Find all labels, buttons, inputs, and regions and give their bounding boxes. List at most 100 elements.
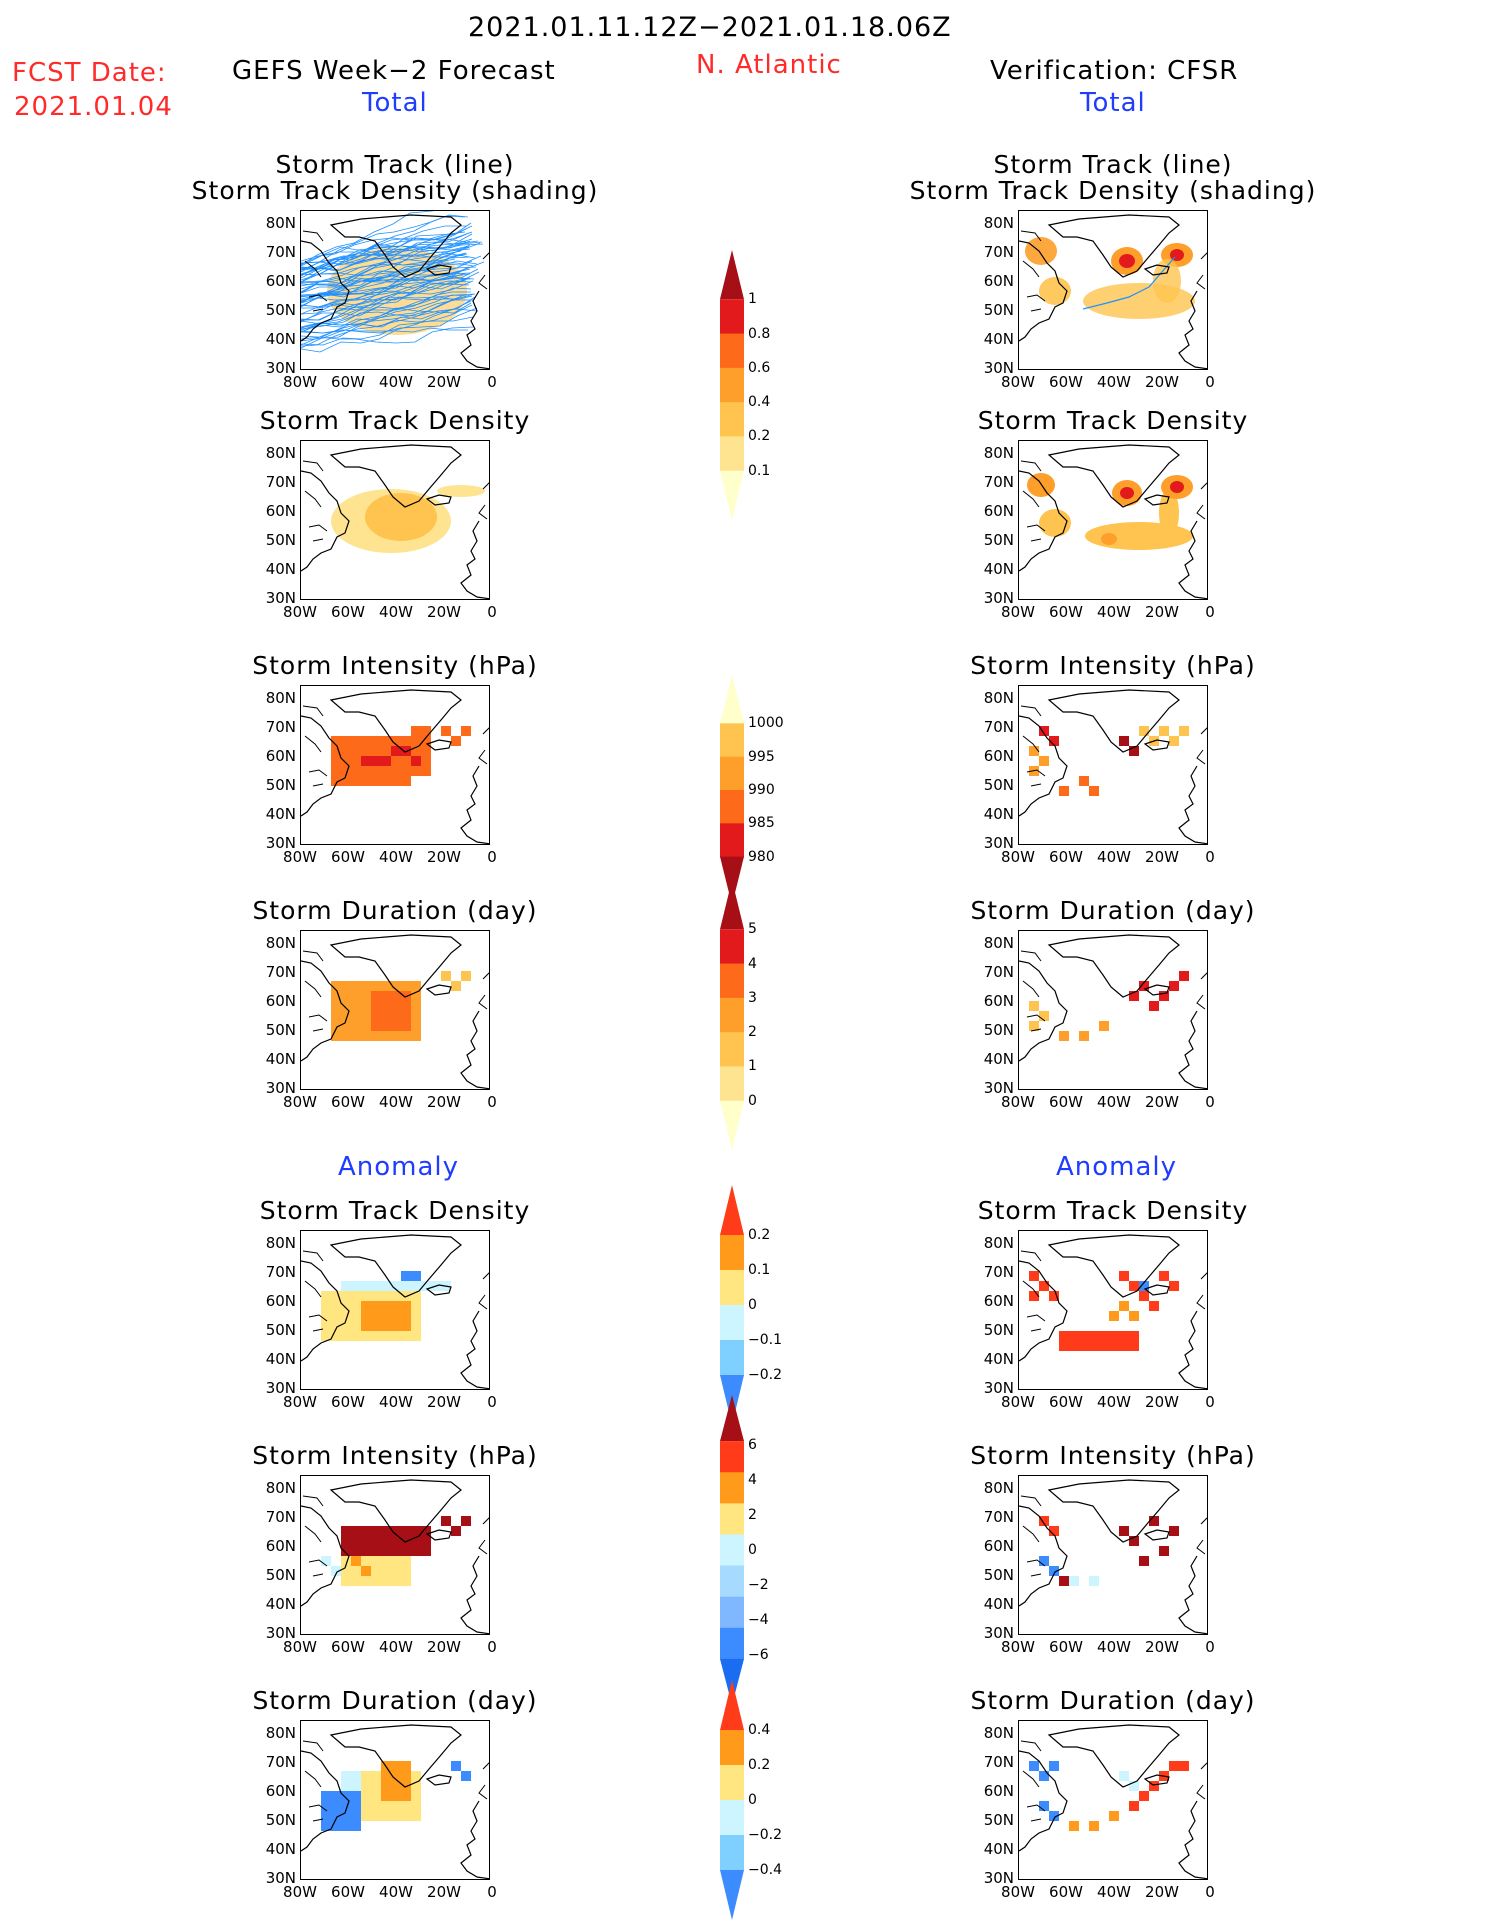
lon-tick-label: 40W — [379, 373, 413, 391]
left-duration-map — [300, 930, 490, 1090]
colorbar-tick-label: 985 — [748, 815, 775, 832]
lat-tick-label: 30N — [265, 1624, 296, 1642]
right-track-title: Storm Track Density (shading) — [909, 176, 1317, 205]
lat-tick-label: 70N — [983, 718, 1014, 736]
lon-tick-label: 20W — [1145, 603, 1179, 621]
lon-tick-label: 20W — [427, 1093, 461, 1111]
lat-tick-label: 80N — [983, 934, 1014, 952]
lat-tick-label: 40N — [983, 1840, 1014, 1858]
colorbar-tick-label: −4 — [748, 1612, 769, 1628]
lon-tick-label: 80W — [283, 603, 317, 621]
lon-tick-label: 60W — [331, 1093, 365, 1111]
lat-tick-label: 50N — [983, 1566, 1014, 1584]
lat-tick-label: 50N — [265, 776, 296, 794]
lon-tick-label: 0 — [487, 373, 497, 391]
fcst-label: FCST Date: — [12, 58, 167, 88]
lon-tick-label: 40W — [379, 848, 413, 866]
lon-tick-label: 40W — [379, 1638, 413, 1656]
lat-tick-label: 60N — [265, 502, 296, 520]
lat-tick-label: 40N — [265, 330, 296, 348]
lon-tick-label: 0 — [1205, 603, 1215, 621]
duration-anomaly-colorbar — [720, 1680, 744, 1920]
period-title: 2021.01.11.12Z−2021.01.18.06Z — [468, 12, 952, 43]
right-duration-map — [1018, 930, 1208, 1090]
lat-tick-label: 80N — [265, 934, 296, 952]
lon-tick-label: 40W — [1097, 848, 1131, 866]
lat-tick-label: 40N — [983, 1050, 1014, 1068]
colorbar-tick-label: −0.2 — [748, 1367, 782, 1383]
lat-tick-label: 70N — [983, 1508, 1014, 1526]
lon-tick-label: 80W — [283, 1883, 317, 1901]
lon-tick-label: 20W — [427, 373, 461, 391]
lat-tick-label: 70N — [983, 1263, 1014, 1281]
lat-tick-label: 50N — [265, 1566, 296, 1584]
lat-tick-label: 60N — [983, 1292, 1014, 1310]
lat-tick-label: 30N — [265, 1869, 296, 1887]
lon-tick-label: 0 — [1205, 1093, 1215, 1111]
lat-tick-label: 80N — [983, 214, 1014, 232]
lat-tick-label: 50N — [265, 1811, 296, 1829]
lon-tick-label: 80W — [1001, 1638, 1035, 1656]
lon-tick-label: 60W — [331, 1883, 365, 1901]
right-duration-title: Storm Duration (day) — [970, 896, 1256, 925]
lat-tick-label: 60N — [265, 272, 296, 290]
lat-tick-label: 40N — [265, 1050, 296, 1068]
colorbar-tick-label: −2 — [748, 1577, 769, 1593]
lat-tick-label: 80N — [983, 689, 1014, 707]
lat-tick-label: 70N — [265, 1508, 296, 1526]
lat-tick-label: 50N — [265, 301, 296, 319]
lon-tick-label: 60W — [1049, 1883, 1083, 1901]
lon-tick-label: 60W — [1049, 1093, 1083, 1111]
lon-tick-label: 60W — [1049, 848, 1083, 866]
lon-tick-label: 0 — [1205, 1638, 1215, 1656]
lon-tick-label: 0 — [487, 1393, 497, 1411]
colorbar-tick-label: 4 — [748, 1472, 757, 1488]
lon-tick-label: 20W — [427, 603, 461, 621]
lon-tick-label: 40W — [1097, 1393, 1131, 1411]
lat-tick-label: 70N — [983, 963, 1014, 981]
lon-tick-label: 80W — [1001, 603, 1035, 621]
colorbar-tick-label: 990 — [748, 782, 775, 798]
colorbar-tick-label: 0.2 — [748, 1757, 771, 1773]
right-density-map — [1018, 440, 1208, 600]
lon-tick-label: 60W — [1049, 1393, 1083, 1411]
lon-tick-label: 80W — [283, 1093, 317, 1111]
left-density-anom-title: Storm Track Density — [259, 1196, 531, 1225]
lon-tick-label: 80W — [1001, 1393, 1035, 1411]
lon-tick-label: 80W — [1001, 848, 1035, 866]
left-duration-anom-title: Storm Duration (day) — [252, 1686, 538, 1715]
lat-tick-label: 80N — [983, 444, 1014, 462]
lon-tick-label: 0 — [1205, 1883, 1215, 1901]
right-duration-anom-title: Storm Duration (day) — [970, 1686, 1256, 1715]
lat-tick-label: 60N — [265, 992, 296, 1010]
lon-tick-label: 40W — [1097, 603, 1131, 621]
lat-tick-label: 70N — [265, 243, 296, 261]
left-duration-anom-map — [300, 1720, 490, 1880]
lon-tick-label: 40W — [1097, 1883, 1131, 1901]
lon-tick-label: 60W — [331, 373, 365, 391]
lon-tick-label: 0 — [1205, 1393, 1215, 1411]
colorbar-tick-label: 2 — [748, 1507, 757, 1523]
right-intensity-anom-map — [1018, 1475, 1208, 1635]
intensity-total-colorbar — [720, 675, 744, 905]
colorbar-tick-label: 0 — [748, 1092, 757, 1109]
colorbar-tick-label: 0 — [748, 1792, 757, 1808]
lat-tick-label: 80N — [983, 1724, 1014, 1742]
lon-tick-label: 20W — [1145, 373, 1179, 391]
lon-tick-label: 60W — [331, 848, 365, 866]
lat-tick-label: 80N — [265, 1724, 296, 1742]
lat-tick-label: 80N — [265, 444, 296, 462]
left-density-anom-map — [300, 1230, 490, 1390]
lat-tick-label: 60N — [265, 1782, 296, 1800]
lat-tick-label: 60N — [983, 1782, 1014, 1800]
right-column-title: Verification: CFSR — [990, 56, 1239, 86]
duration-total-colorbar — [720, 880, 744, 1150]
lon-tick-label: 20W — [427, 1393, 461, 1411]
colorbar-tick-label: 0.1 — [748, 462, 771, 479]
lat-tick-label: 40N — [265, 1595, 296, 1613]
colorbar-tick-label: 1 — [748, 1058, 757, 1075]
colorbar-tick-label: −0.1 — [748, 1332, 782, 1348]
lat-tick-label: 40N — [265, 560, 296, 578]
lat-tick-label: 80N — [983, 1479, 1014, 1497]
right-density-anom-map — [1018, 1230, 1208, 1390]
